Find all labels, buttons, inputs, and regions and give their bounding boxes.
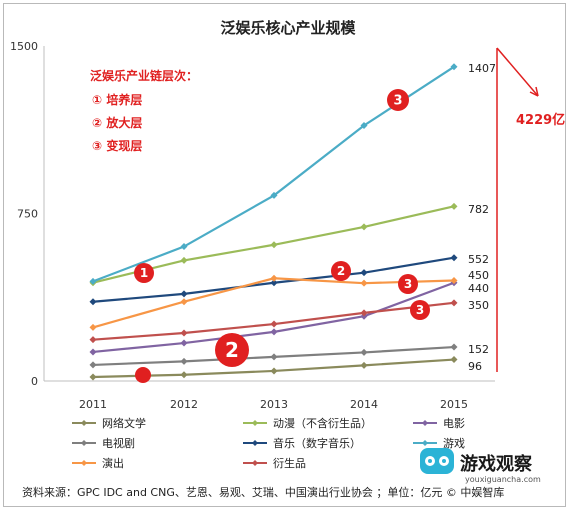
y-tick-label: 750	[17, 208, 38, 221]
legend-label: 衍生品	[273, 456, 306, 470]
data-point	[180, 298, 188, 306]
data-point	[89, 348, 97, 356]
legend-label: 音乐（数字音乐）	[273, 436, 361, 450]
layer-badge-number: 2	[225, 338, 239, 362]
data-point	[360, 223, 368, 231]
data-point	[450, 63, 458, 71]
legend-label: 动漫（不含衍生品）	[273, 416, 372, 430]
layers-heading: 泛娱乐产业链层次：	[90, 68, 198, 83]
y-tick-label: 1500	[10, 40, 38, 53]
data-point	[450, 356, 458, 364]
layer-badge-number: 3	[404, 277, 412, 291]
legend-label: 电影	[443, 417, 465, 430]
end-value-label: 96	[468, 360, 482, 373]
layer-badge	[134, 263, 154, 283]
source-footnote: 资料来源：GPC IDC and CNG、艺恩、易观、艾瑞、中国演出行业协会 ；…	[22, 486, 505, 499]
brand-site: youxiguancha.com	[465, 475, 541, 484]
data-point	[89, 361, 97, 369]
data-point	[270, 274, 278, 282]
layer-badge	[398, 274, 418, 294]
x-tick-label: 2013	[260, 398, 288, 411]
total-bracket	[496, 47, 539, 372]
end-value-label: 440	[468, 282, 489, 295]
legend-label: 游戏	[443, 437, 465, 450]
legend-marker	[422, 440, 428, 446]
legend-marker	[252, 420, 258, 426]
end-value-label: 450	[468, 269, 489, 282]
legend-marker	[422, 420, 428, 426]
chart-frame	[3, 3, 566, 507]
data-point	[450, 277, 458, 284]
data-point	[89, 323, 97, 331]
y-tick-label: 0	[31, 375, 38, 388]
legend-label: 电视剧	[102, 436, 135, 450]
end-value-label: 350	[468, 299, 489, 312]
data-point	[450, 343, 458, 351]
legend-marker	[252, 460, 258, 466]
end-value-label: 1407	[468, 62, 496, 75]
x-tick-label: 2012	[170, 398, 198, 411]
data-point	[180, 357, 188, 365]
layer-badge	[410, 300, 430, 320]
legend-label: 演出	[102, 456, 124, 470]
layer-badge	[387, 89, 409, 111]
plot-area: 0 750 1500 2011 2012 2013 2014 2015 1407 782 552 45…	[10, 40, 496, 470]
chart-title: 泛娱乐核心产业规模	[220, 19, 356, 37]
data-point	[450, 299, 458, 307]
legend-marker	[81, 460, 87, 466]
data-point	[180, 329, 188, 337]
end-value-label: 552	[468, 253, 489, 266]
data-point	[360, 309, 368, 317]
data-point	[180, 256, 188, 264]
x-tick-label: 2014	[350, 398, 378, 411]
data-point	[270, 191, 278, 199]
layer-badge-number: 1	[140, 266, 148, 280]
data-point	[270, 241, 278, 249]
layer-badge-number: 3	[416, 303, 424, 317]
layer-badge-dot	[135, 367, 151, 383]
data-point	[360, 279, 368, 287]
layer-badge	[215, 333, 249, 367]
layer-badge	[331, 261, 351, 281]
brand-name: 游戏观察	[460, 453, 533, 475]
data-point	[360, 269, 368, 277]
data-point	[360, 122, 368, 130]
x-tick-label: 2015	[440, 398, 468, 411]
data-point	[180, 290, 188, 298]
brand-logo	[420, 448, 454, 474]
layer-3-label: ③ 变现层	[92, 138, 142, 153]
data-point	[270, 353, 278, 361]
end-value-label: 782	[468, 203, 489, 216]
data-point	[360, 348, 368, 356]
data-point	[89, 336, 97, 344]
total-label: 4229亿	[516, 112, 565, 128]
data-point	[180, 371, 188, 379]
data-point	[89, 277, 97, 285]
layer-badge-number: 3	[393, 93, 402, 108]
legend-label: 网络文学	[102, 416, 146, 430]
series-line	[92, 281, 455, 354]
layer-1-label: ① 培养层	[92, 92, 142, 107]
legend-marker	[252, 440, 258, 446]
legend-marker	[81, 420, 87, 426]
data-point	[270, 279, 278, 287]
data-point	[450, 254, 458, 262]
layer-badge-number: 2	[337, 264, 345, 278]
end-value-label: 152	[468, 343, 489, 356]
layer-2-label: ② 放大层	[92, 115, 142, 130]
data-point	[360, 361, 368, 369]
data-point	[450, 202, 458, 210]
data-point	[89, 298, 97, 306]
data-point	[180, 243, 188, 251]
legend-marker	[81, 440, 87, 446]
x-tick-label: 2011	[79, 398, 107, 411]
data-point	[180, 339, 188, 347]
data-point	[270, 320, 278, 328]
data-point	[270, 328, 278, 336]
data-point	[270, 367, 278, 375]
data-point	[89, 373, 97, 381]
